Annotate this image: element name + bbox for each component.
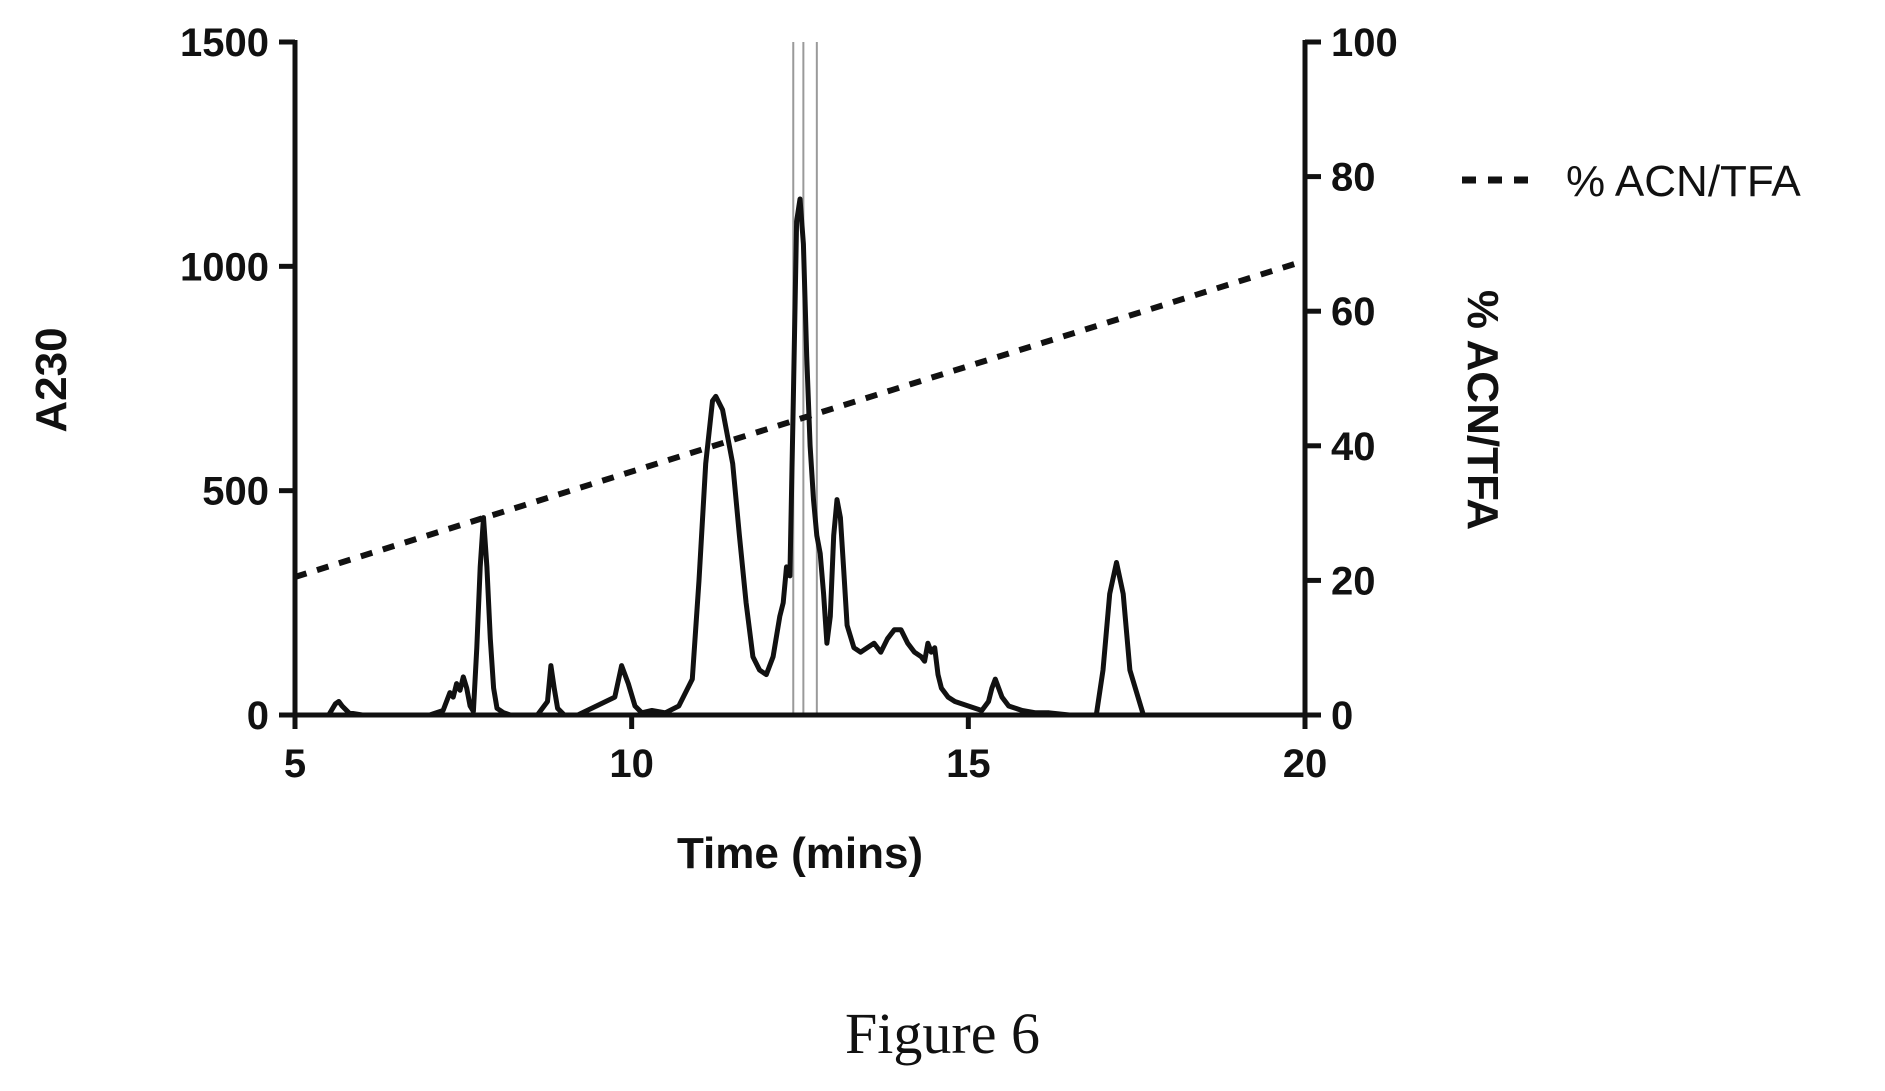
x-tick-label-20: 20 (1283, 742, 1328, 786)
x-tick-label-5: 5 (284, 742, 306, 786)
legend: % ACN/TFA (1462, 157, 1801, 206)
y-tick-label-500: 500 (202, 470, 269, 514)
y2-axis-title: % ACN/TFA (1458, 290, 1507, 530)
series-acn-gradient-line (294, 257, 1306, 580)
x-tick-label-10: 10 (609, 742, 654, 786)
y2-tick-label-40: 40 (1331, 425, 1376, 469)
y2-tick-label-0: 0 (1331, 694, 1353, 738)
y-tick-label-1500: 1500 (180, 21, 269, 65)
series-a230-trace (295, 196, 1305, 718)
x-tick-label-15: 15 (946, 742, 991, 786)
y2-tick-label-100: 100 (1331, 21, 1398, 65)
x-axis-title: Time (mins) (677, 829, 923, 878)
y-axis-title: A230 (27, 327, 76, 432)
legend-label-acn-tfa: % ACN/TFA (1566, 157, 1801, 206)
plot-series (294, 196, 1306, 718)
y2-tick-label-60: 60 (1331, 290, 1376, 334)
y2-tick-label-80: 80 (1331, 156, 1376, 200)
axes (279, 39, 1321, 729)
y-tick-label-1000: 1000 (180, 245, 269, 289)
y2-tick-label-20: 20 (1331, 559, 1376, 603)
figure-caption: Figure 6 (845, 1001, 1040, 1066)
y-tick-label-0: 0 (247, 694, 269, 738)
